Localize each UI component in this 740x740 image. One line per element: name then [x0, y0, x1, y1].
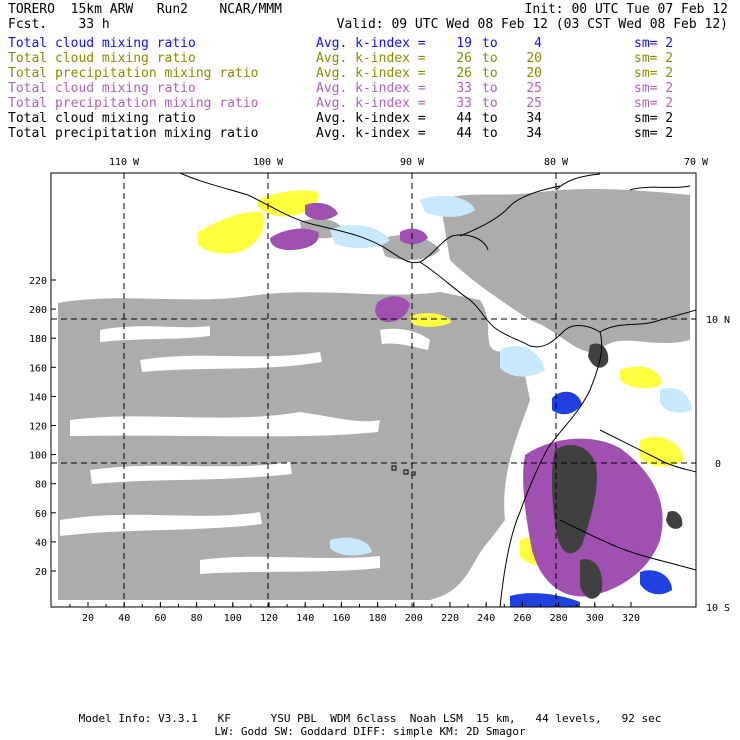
- axes: 20 40 60 80 100 120 140 160 180 200 220 240 260 280 30…: [29, 157, 730, 624]
- legend-field-name: Total precipitation mixing ratio: [8, 66, 259, 81]
- legend-k-low: 34: [526, 111, 542, 126]
- lon-label: 90 W: [400, 157, 425, 168]
- init-time: Init: 00 UTC Tue 07 Feb 12: [524, 2, 729, 17]
- legend-smoothing: sm= 2: [634, 51, 674, 66]
- x-tick-label: 80: [191, 613, 203, 624]
- legend-row: Total precipitation mixing ratio Avg. k-…: [8, 126, 728, 141]
- y-tick-label: 80: [35, 480, 47, 491]
- legend-row: Total precipitation mixing ratio Avg. k-…: [8, 66, 728, 81]
- x-tick-label: 40: [118, 613, 130, 624]
- lat-label: 10 N: [706, 315, 730, 326]
- legend-field-name: Total cloud mixing ratio: [8, 36, 196, 51]
- legend-k-high: 33: [456, 96, 472, 111]
- latlon-grid: [51, 173, 696, 607]
- legend-row: Total cloud mixing ratio Avg. k-index = …: [8, 36, 728, 51]
- model-info: Model Info: V3.3.1 KF YSU PBL WDM 6class…: [78, 712, 662, 725]
- legend-smoothing: sm= 2: [634, 96, 674, 111]
- legend-field-name: Total cloud mixing ratio: [8, 51, 196, 66]
- legend-k-high: 19: [456, 36, 472, 51]
- legend-avg-label: Avg. k-index =: [316, 111, 426, 126]
- legend-k-high: 33: [456, 81, 472, 96]
- x-tick-label: 120: [260, 613, 278, 624]
- y-tick-label: 180: [29, 334, 47, 345]
- x-tick-label: 300: [586, 613, 604, 624]
- legend-to: to: [482, 36, 498, 51]
- y-tick-label: 60: [35, 509, 47, 520]
- y-tick-label: 40: [35, 538, 47, 549]
- lat-label: 10 S: [706, 603, 730, 614]
- x-tick-label: 320: [622, 613, 640, 624]
- x-tick-label: 220: [441, 613, 459, 624]
- x-tick-label: 140: [296, 613, 314, 624]
- lon-label: 70 W: [684, 157, 709, 168]
- legend-k-low: 34: [526, 126, 542, 141]
- x-tick-label: 180: [369, 613, 387, 624]
- lon-label: 80 W: [544, 157, 569, 168]
- legend-k-high: 44: [456, 126, 472, 141]
- legend-avg-label: Avg. k-index =: [316, 81, 426, 96]
- legend-avg-label: Avg. k-index =: [316, 36, 426, 51]
- legend-avg-label: Avg. k-index =: [316, 66, 426, 81]
- lat-label: 0: [715, 459, 721, 470]
- plot-frame: [50, 172, 697, 608]
- x-tick-label: 240: [477, 613, 495, 624]
- legend-smoothing: sm= 2: [634, 66, 674, 81]
- y-tick-label: 100: [29, 451, 47, 462]
- legend-row: Total cloud mixing ratio Avg. k-index = …: [8, 81, 728, 96]
- legend-k-low: 20: [526, 51, 542, 66]
- legend-avg-label: Avg. k-index =: [316, 51, 426, 66]
- legend-k-low: 20: [526, 66, 542, 81]
- y-tick-label: 120: [29, 422, 47, 433]
- legend-field-name: Total cloud mixing ratio: [8, 111, 196, 126]
- legend-k-low: 4: [534, 36, 542, 51]
- forecast-hour: Fcst. 33 h: [8, 17, 110, 32]
- legend-to: to: [482, 111, 498, 126]
- legend-to: to: [482, 51, 498, 66]
- lon-label: 100 W: [253, 157, 284, 168]
- field-shading: [51, 173, 696, 607]
- x-tick-label: 160: [332, 613, 350, 624]
- lon-label: 110 W: [109, 157, 140, 168]
- x-tick-label: 20: [82, 613, 94, 624]
- legend-field-name: Total precipitation mixing ratio: [8, 126, 259, 141]
- physics-info: LW: Godd SW: Goddard DIFF: simple KM: 2D…: [214, 725, 526, 738]
- legend-k-high: 26: [456, 51, 472, 66]
- legend-k-high: 26: [456, 66, 472, 81]
- legend-k-high: 44: [456, 111, 472, 126]
- y-tick-label: 160: [29, 363, 47, 374]
- x-tick-label: 100: [224, 613, 242, 624]
- dark-convective-field: [552, 343, 683, 599]
- x-tick-label: 200: [405, 613, 423, 624]
- legend-k-low: 25: [526, 81, 542, 96]
- y-tick-label: 20: [35, 567, 47, 578]
- legend-avg-label: Avg. k-index =: [316, 96, 426, 111]
- legend-smoothing: sm= 2: [634, 81, 674, 96]
- legend-field-name: Total cloud mixing ratio: [8, 81, 196, 96]
- y-tick-label: 140: [29, 392, 47, 403]
- model-title: TORERO 15km ARW Run2 NCAR/MMM: [8, 2, 282, 17]
- legend-avg-label: Avg. k-index =: [316, 126, 426, 141]
- y-tick-label: 220: [29, 276, 47, 287]
- legend-to: to: [482, 81, 498, 96]
- white-gap-streaks: [60, 326, 430, 574]
- legend-smoothing: sm= 2: [634, 111, 674, 126]
- legend-to: to: [482, 126, 498, 141]
- valid-time: Valid: 09 UTC Wed 08 Feb 12 (03 CST Wed …: [336, 17, 728, 32]
- legend-field-name: Total precipitation mixing ratio: [8, 96, 259, 111]
- legend-to: to: [482, 96, 498, 111]
- coastlines: [179, 173, 696, 607]
- legend-row: Total precipitation mixing ratio Avg. k-…: [8, 96, 728, 111]
- x-tick-label: 260: [513, 613, 531, 624]
- x-tick-label: 60: [154, 613, 166, 624]
- legend-smoothing: sm= 2: [634, 126, 674, 141]
- legend-smoothing: sm= 2: [634, 36, 674, 51]
- legend-row: Total cloud mixing ratio Avg. k-index = …: [8, 51, 728, 66]
- x-tick-label: 280: [550, 613, 568, 624]
- legend-to: to: [482, 66, 498, 81]
- y-tick-label: 200: [29, 305, 47, 316]
- legend-row: Total cloud mixing ratio Avg. k-index = …: [8, 111, 728, 126]
- legend-k-low: 25: [526, 96, 542, 111]
- blue-cloud-field: [510, 391, 672, 607]
